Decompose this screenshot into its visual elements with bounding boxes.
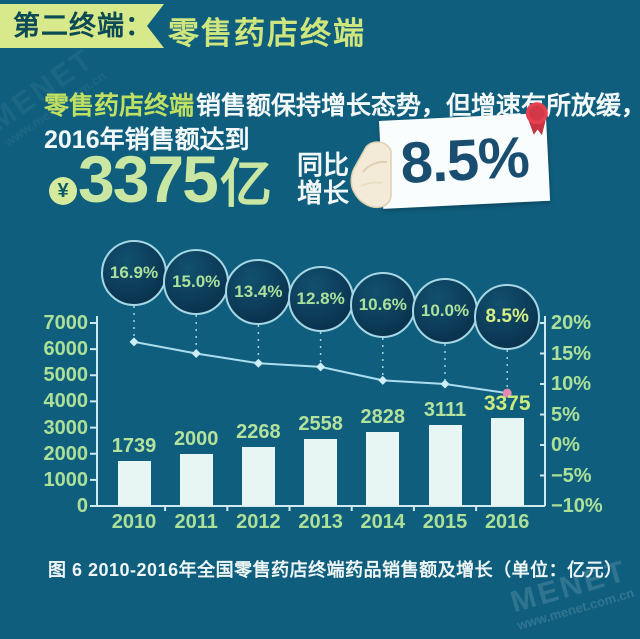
left-axis-tick-label: 3000 <box>43 416 89 439</box>
growth-card: 8.5% <box>379 102 551 209</box>
yoy-label-line1: 同比 <box>297 150 350 180</box>
yen-symbol: ¥ <box>57 179 69 202</box>
line-marker-last-pink <box>502 388 512 398</box>
sales-amount-unit: 亿 <box>219 156 272 214</box>
yoy-label-line2: 增长 <box>297 178 350 208</box>
left-axis-tick-label: 1000 <box>43 468 89 491</box>
right-axis-tick-label: 20% <box>551 312 592 334</box>
x-axis-label: 2015 <box>422 511 468 533</box>
sales-bar <box>428 424 462 506</box>
growth-bubble: 13.4% <box>225 259 292 325</box>
growth-bubble: 8.5% <box>474 284 541 350</box>
growth-bubble: 10.6% <box>349 272 416 338</box>
left-axis-tick-label: 5000 <box>43 364 89 387</box>
left-axis-tick-label: 4000 <box>43 390 89 413</box>
x-axis-label: 2013 <box>298 511 343 533</box>
right-axis-tick-label: 0% <box>551 434 580 456</box>
sales-bar <box>241 446 275 506</box>
hand-icon <box>350 141 392 209</box>
x-axis-label: 2011 <box>174 511 218 533</box>
sales-amount-value: 3375 <box>78 142 219 216</box>
bar-value-label: 2558 <box>298 413 343 436</box>
x-axis-label: 2016 <box>484 511 530 533</box>
yoy-label: 同比 增长 <box>297 151 349 207</box>
header-badge-label: 第二终端： <box>13 11 153 41</box>
right-axis-tick-label: 10% <box>551 373 592 395</box>
intro-line-2: 2016年销售额达到 <box>44 126 250 154</box>
yen-icon: ¥ <box>49 177 77 205</box>
ribbon-medal-icon <box>525 102 548 136</box>
sales-bar <box>179 453 213 506</box>
axis-lines <box>90 316 546 511</box>
right-axis-tick-label: −5% <box>551 464 592 487</box>
left-axis-tick-label: 2000 <box>43 442 89 465</box>
line-marker-diamond <box>191 349 201 358</box>
bar-value-label: 3375 <box>483 391 531 415</box>
growth-bubble: 10.0% <box>412 278 478 344</box>
x-axis-label: 2014 <box>360 511 406 533</box>
figure-caption: 图 6 2010-2016年全国零售药店终端药品销售额及增长（单位：亿元） <box>48 560 623 580</box>
line-marker-diamond <box>440 379 450 389</box>
line-marker-diamond <box>378 375 388 385</box>
intro-highlight: 零售药店终端 <box>44 92 195 120</box>
bar-value-label: 2268 <box>236 420 281 443</box>
right-axis-tick-label: −10% <box>551 495 603 517</box>
x-axis-label: 2012 <box>236 511 281 533</box>
sales-amount: 3375亿 <box>78 146 272 212</box>
bar-value-label: 2828 <box>360 406 406 429</box>
sales-bar <box>366 432 400 506</box>
sales-bar <box>117 460 151 506</box>
growth-bubble: 16.9% <box>101 240 167 306</box>
x-axis-label: 2010 <box>111 511 157 533</box>
right-axis-tick-label: 15% <box>551 342 592 365</box>
page-title: 零售药店终端 <box>168 16 366 51</box>
left-axis-tick-label: 6000 <box>43 338 89 361</box>
sales-bar <box>304 439 338 506</box>
growth-bubble: 12.8% <box>287 266 354 332</box>
intro-line1-rest: 销售额保持增长态势，但增速有所放缓， <box>196 92 640 120</box>
line-marker-diamond <box>253 358 263 368</box>
intro-line-1: 零售药店终端销售额保持增长态势，但增速有所放缓， <box>44 86 640 122</box>
sales-bar <box>490 417 524 506</box>
growth-bubble: 15.0% <box>163 249 230 315</box>
header-badge-ribbon: 第二终端： <box>0 4 164 48</box>
line-marker-diamond <box>129 337 139 347</box>
bar-value-label: 2000 <box>173 427 219 450</box>
left-axis-tick-label: 0 <box>76 495 88 517</box>
left-axis-tick-label: 7000 <box>43 312 89 334</box>
bar-value-label: 3111 <box>423 398 467 421</box>
right-axis-tick-label: 5% <box>551 403 580 426</box>
line-marker-diamond <box>316 362 326 372</box>
bar-value-label: 1739 <box>111 434 157 457</box>
